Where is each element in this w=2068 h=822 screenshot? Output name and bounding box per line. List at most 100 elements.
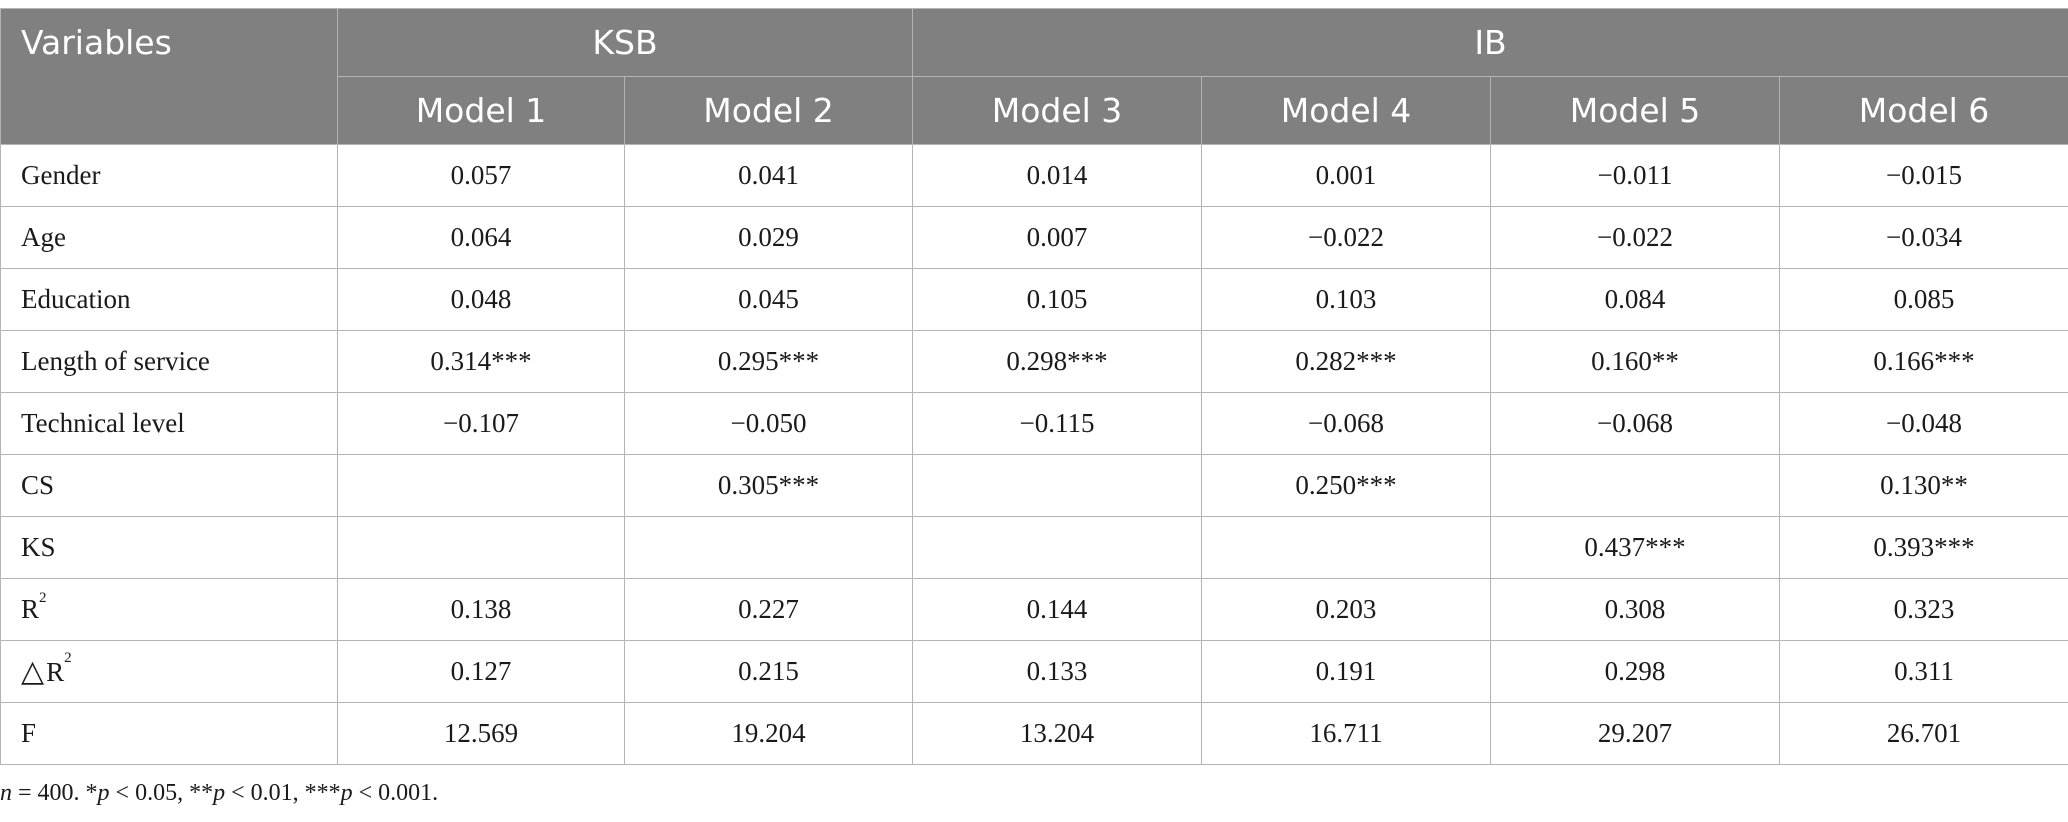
model-header-2: Model 2 bbox=[623, 76, 914, 145]
cell-value: 0.203 bbox=[1201, 578, 1492, 641]
cell-value: 0.160** bbox=[1490, 330, 1781, 393]
cell-value: 0.084 bbox=[1490, 268, 1781, 331]
cell-value bbox=[337, 454, 625, 517]
cell-value: 0.393*** bbox=[1779, 516, 2068, 579]
table-footnote: n = 400. *p < 0.05, **p < 0.01, ***p < 0… bbox=[0, 780, 438, 807]
note-text: < 0.001. bbox=[352, 780, 439, 806]
cell-value: −0.048 bbox=[1779, 392, 2068, 455]
row-label: △R2 bbox=[0, 640, 338, 703]
cell-value: 0.215 bbox=[623, 640, 914, 703]
cell-value bbox=[623, 516, 914, 579]
cell-value: 16.711 bbox=[1201, 702, 1492, 765]
table-row-gender: Gender 0.057 0.041 0.014 0.001 −0.011 −0… bbox=[0, 144, 2068, 207]
cell-value: −0.022 bbox=[1490, 206, 1781, 269]
note-text: < 0.05, ** bbox=[109, 780, 214, 806]
table-row-length-of-service: Length of service 0.314*** 0.295*** 0.29… bbox=[0, 330, 2068, 393]
table-row-delta-r-squared: △R2 0.127 0.215 0.133 0.191 0.298 0.311 bbox=[0, 640, 2068, 703]
row-label: Age bbox=[0, 206, 338, 269]
cell-value: 29.207 bbox=[1490, 702, 1781, 765]
table-header: Variables KSB IB Model 1 Model 2 Model 3… bbox=[0, 8, 2068, 145]
cell-value: 0.227 bbox=[623, 578, 914, 641]
group-header-ksb: KSB bbox=[336, 8, 914, 77]
row-label: Technical level bbox=[0, 392, 338, 455]
row-label: F bbox=[0, 702, 338, 765]
cell-value: −0.011 bbox=[1490, 144, 1781, 207]
row-label-text: R bbox=[21, 594, 40, 624]
cell-value bbox=[1490, 454, 1781, 517]
model-header-1: Model 1 bbox=[337, 76, 625, 145]
cell-value: 0.323 bbox=[1779, 578, 2068, 641]
cell-value: 0.130** bbox=[1779, 454, 2068, 517]
note-p-symbol: p bbox=[97, 780, 110, 806]
note-p-symbol: p bbox=[340, 780, 353, 806]
regression-table-container: Variables KSB IB Model 1 Model 2 Model 3… bbox=[0, 8, 2068, 765]
model-header-5: Model 5 bbox=[1490, 76, 1781, 145]
cell-value: −0.068 bbox=[1490, 392, 1781, 455]
model-header-3: Model 3 bbox=[912, 76, 1203, 145]
cell-value: 0.105 bbox=[912, 268, 1203, 331]
cell-value: 0.144 bbox=[912, 578, 1203, 641]
cell-value bbox=[912, 454, 1203, 517]
cell-value: 0.138 bbox=[337, 578, 625, 641]
cell-value: 0.437*** bbox=[1490, 516, 1781, 579]
cell-value: 0.029 bbox=[623, 206, 914, 269]
model-header-6: Model 6 bbox=[1779, 76, 2068, 145]
table-row-r-squared: R2 0.138 0.227 0.144 0.203 0.308 0.323 bbox=[0, 578, 2068, 641]
cell-value: 0.305*** bbox=[623, 454, 914, 517]
table-row-ks: KS 0.437*** 0.393*** bbox=[0, 516, 2068, 579]
superscript: 2 bbox=[64, 650, 72, 666]
cell-value: −0.022 bbox=[1201, 206, 1492, 269]
cell-value: −0.107 bbox=[337, 392, 625, 455]
cell-value bbox=[1201, 516, 1492, 579]
row-label: R2 bbox=[0, 578, 338, 641]
cell-value: 0.127 bbox=[337, 640, 625, 703]
superscript: 2 bbox=[39, 590, 47, 606]
table-row-cs: CS 0.305*** 0.250*** 0.130** bbox=[0, 454, 2068, 517]
cell-value: 0.314*** bbox=[337, 330, 625, 393]
cell-value: 19.204 bbox=[623, 702, 914, 765]
table-row-age: Age 0.064 0.029 0.007 −0.022 −0.022 −0.0… bbox=[0, 206, 2068, 269]
cell-value: −0.015 bbox=[1779, 144, 2068, 207]
note-p-symbol: p bbox=[213, 780, 226, 806]
cell-value: 0.057 bbox=[337, 144, 625, 207]
cell-value: 26.701 bbox=[1779, 702, 2068, 765]
cell-value: 0.085 bbox=[1779, 268, 2068, 331]
group-header-ib: IB bbox=[912, 8, 2068, 77]
cell-value: 13.204 bbox=[912, 702, 1203, 765]
row-label: KS bbox=[0, 516, 338, 579]
cell-value: −0.115 bbox=[912, 392, 1203, 455]
regression-table: Variables KSB IB Model 1 Model 2 Model 3… bbox=[0, 8, 2068, 765]
cell-value: 0.191 bbox=[1201, 640, 1492, 703]
row-label: Gender bbox=[0, 144, 338, 207]
cell-value: −0.034 bbox=[1779, 206, 2068, 269]
cell-value: 0.166*** bbox=[1779, 330, 2068, 393]
cell-value bbox=[337, 516, 625, 579]
triangle-icon: △ bbox=[21, 654, 45, 689]
cell-value: 0.045 bbox=[623, 268, 914, 331]
row-label: CS bbox=[0, 454, 338, 517]
row-label: Length of service bbox=[0, 330, 338, 393]
table-body: Gender 0.057 0.041 0.014 0.001 −0.011 −0… bbox=[0, 144, 2068, 765]
cell-value: 0.048 bbox=[337, 268, 625, 331]
cell-value bbox=[912, 516, 1203, 579]
cell-value: 0.295*** bbox=[623, 330, 914, 393]
cell-value: 0.041 bbox=[623, 144, 914, 207]
cell-value: 0.311 bbox=[1779, 640, 2068, 703]
cell-value: 0.308 bbox=[1490, 578, 1781, 641]
row-label: Education bbox=[0, 268, 338, 331]
note-n-symbol: n bbox=[0, 780, 12, 806]
table-row-f: F 12.569 19.204 13.204 16.711 29.207 26.… bbox=[0, 702, 2068, 765]
variables-header: Variables bbox=[0, 8, 338, 145]
model-header-4: Model 4 bbox=[1201, 76, 1492, 145]
cell-value: 0.064 bbox=[337, 206, 625, 269]
cell-value: 0.282*** bbox=[1201, 330, 1492, 393]
cell-value: −0.068 bbox=[1201, 392, 1492, 455]
cell-value: 12.569 bbox=[337, 702, 625, 765]
cell-value: 0.133 bbox=[912, 640, 1203, 703]
row-label-text: R bbox=[46, 657, 65, 687]
cell-value: 0.250*** bbox=[1201, 454, 1492, 517]
table-row-education: Education 0.048 0.045 0.105 0.103 0.084 … bbox=[0, 268, 2068, 331]
note-text: = 400. * bbox=[12, 780, 98, 806]
cell-value: 0.103 bbox=[1201, 268, 1492, 331]
cell-value: 0.007 bbox=[912, 206, 1203, 269]
